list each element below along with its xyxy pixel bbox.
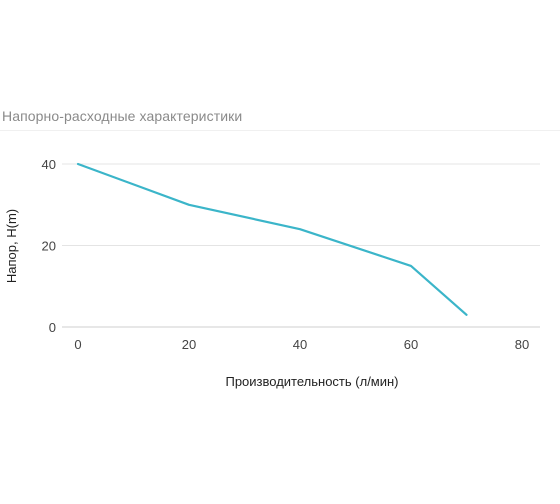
x-axis-label: Производительность (л/мин): [225, 374, 398, 389]
y-tick-labels: 0 20 40: [42, 157, 56, 335]
series-layer: [76, 162, 468, 316]
y-tick-label: 20: [42, 239, 56, 254]
y-tick-label: 0: [49, 320, 56, 335]
x-tick-label: 80: [515, 337, 529, 352]
x-tick-label: 0: [74, 337, 81, 352]
title-divider: [0, 130, 560, 131]
x-tick-label: 40: [293, 337, 307, 352]
y-tick-label: 40: [42, 157, 56, 172]
grid-lines: [62, 163, 540, 328]
x-tick-label: 60: [404, 337, 418, 352]
x-tick-label: 20: [182, 337, 196, 352]
chart-title: Напорно-расходные характеристики: [2, 108, 243, 124]
x-tick-labels: 0 20 40 60 80: [74, 337, 529, 352]
y-axis-label: Напор, H(m): [4, 209, 19, 283]
series-line-0: [76, 162, 468, 316]
